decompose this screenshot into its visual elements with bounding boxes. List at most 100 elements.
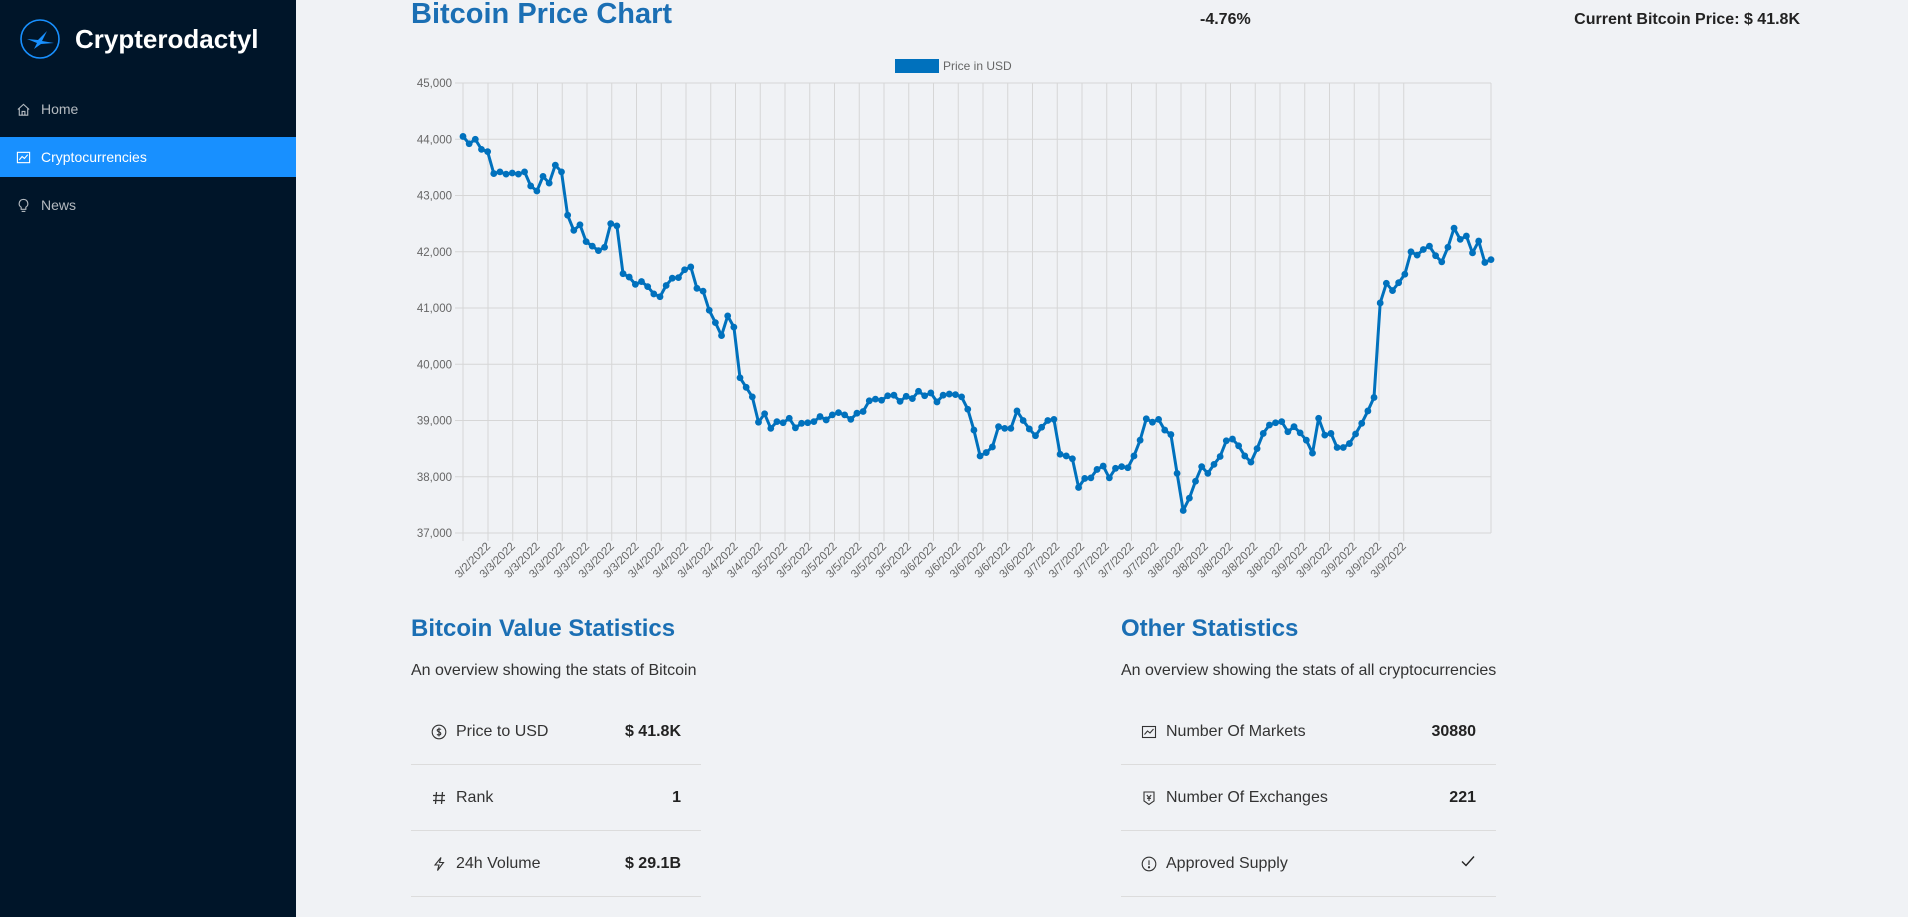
data-point xyxy=(755,418,762,426)
data-point xyxy=(675,274,682,282)
data-point xyxy=(988,443,996,451)
data-point xyxy=(668,274,676,282)
number-icon xyxy=(433,791,445,804)
data-point xyxy=(539,172,547,180)
data-point xyxy=(939,391,947,399)
data-point xyxy=(1087,474,1095,482)
data-point xyxy=(533,187,541,195)
data-point xyxy=(613,222,621,230)
data-point xyxy=(1315,414,1323,422)
data-point xyxy=(927,389,935,397)
data-point xyxy=(1032,432,1039,440)
data-point xyxy=(576,221,584,229)
data-point xyxy=(1475,237,1483,245)
data-point xyxy=(1339,444,1347,451)
data-point xyxy=(828,411,836,419)
app-title: Crypterodactyl xyxy=(75,23,259,54)
data-point xyxy=(650,290,658,298)
data-point xyxy=(742,383,750,391)
sidebar-item-label: News xyxy=(41,197,77,213)
sidebar-item-cryptocurrencies[interactable]: Cryptocurrencies xyxy=(0,137,296,177)
data-point xyxy=(1413,251,1421,259)
legend-swatch xyxy=(895,59,939,73)
sidebar: Crypterodactyl Home Cryptocurrencies New… xyxy=(0,0,296,917)
y-tick-label: 42,000 xyxy=(417,247,452,259)
logo[interactable]: Crypterodactyl xyxy=(20,19,259,59)
data-point xyxy=(465,140,473,148)
data-point xyxy=(527,182,535,190)
y-tick-label: 41,000 xyxy=(417,303,452,315)
data-point xyxy=(816,413,824,420)
data-point xyxy=(601,243,608,251)
data-point xyxy=(773,418,781,426)
data-point xyxy=(1309,449,1316,457)
sidebar-item-home[interactable]: Home xyxy=(0,89,296,129)
check-icon xyxy=(1461,856,1475,867)
data-point xyxy=(1124,464,1132,472)
data-point xyxy=(1007,424,1015,432)
data-point xyxy=(1069,455,1076,463)
dollar-circle-icon xyxy=(431,724,447,739)
sidebar-item-news[interactable]: News xyxy=(0,185,296,225)
data-point xyxy=(1062,452,1070,460)
data-point xyxy=(1025,425,1033,433)
data-point xyxy=(724,312,732,320)
data-point xyxy=(761,410,769,418)
data-point xyxy=(656,293,664,301)
data-point xyxy=(1432,252,1439,260)
data-point xyxy=(1352,430,1359,438)
data-point xyxy=(1001,424,1009,432)
data-point xyxy=(644,283,652,291)
data-point xyxy=(607,220,615,228)
data-point xyxy=(902,392,910,400)
sidebar-item-label: Cryptocurrencies xyxy=(41,149,147,165)
data-point xyxy=(1216,453,1224,460)
data-point xyxy=(471,135,479,143)
y-tick-label: 45,000 xyxy=(417,78,452,90)
data-point xyxy=(884,392,892,400)
data-point xyxy=(1382,279,1390,287)
data-point xyxy=(1013,407,1021,415)
data-point xyxy=(865,397,873,405)
data-point xyxy=(1395,279,1403,287)
data-point xyxy=(1426,242,1433,250)
data-point xyxy=(792,424,799,432)
data-point xyxy=(718,332,725,339)
data-point xyxy=(908,395,916,402)
data-point xyxy=(921,392,929,400)
data-point xyxy=(785,414,793,422)
stat-label: Price to USD xyxy=(456,722,549,740)
data-point xyxy=(705,306,713,314)
y-tick-label: 43,000 xyxy=(417,191,452,203)
data-point xyxy=(1401,270,1409,278)
stat-value xyxy=(1460,853,1476,874)
data-point xyxy=(1450,224,1458,232)
data-point xyxy=(1149,418,1156,426)
data-point xyxy=(1235,442,1243,450)
data-point xyxy=(1376,299,1384,307)
data-point xyxy=(822,416,830,424)
bitcoin-stats-subtitle: An overview showing the stats of Bitcoin xyxy=(411,662,697,679)
price-change: -4.76% xyxy=(1200,11,1251,28)
data-point xyxy=(804,419,812,427)
data-point xyxy=(853,409,861,417)
data-point xyxy=(582,238,590,246)
data-point xyxy=(478,145,485,153)
data-point xyxy=(1093,466,1101,473)
stat-label: Number Of Exchanges xyxy=(1166,788,1328,806)
data-point xyxy=(1229,435,1236,443)
stat-row-volume: 24h Volume $ 29.1B xyxy=(411,831,701,897)
data-point xyxy=(545,179,553,187)
data-point xyxy=(687,263,695,271)
data-point xyxy=(1278,418,1286,426)
data-point xyxy=(1456,235,1464,243)
stat-value: 30880 xyxy=(1431,722,1477,740)
data-point xyxy=(1155,415,1162,423)
data-point xyxy=(859,408,867,415)
data-point xyxy=(1389,287,1396,294)
data-point xyxy=(662,282,670,289)
data-point xyxy=(484,148,492,156)
stat-value: $ 29.1B xyxy=(624,854,681,872)
data-point xyxy=(1327,430,1335,437)
data-point xyxy=(515,170,522,178)
